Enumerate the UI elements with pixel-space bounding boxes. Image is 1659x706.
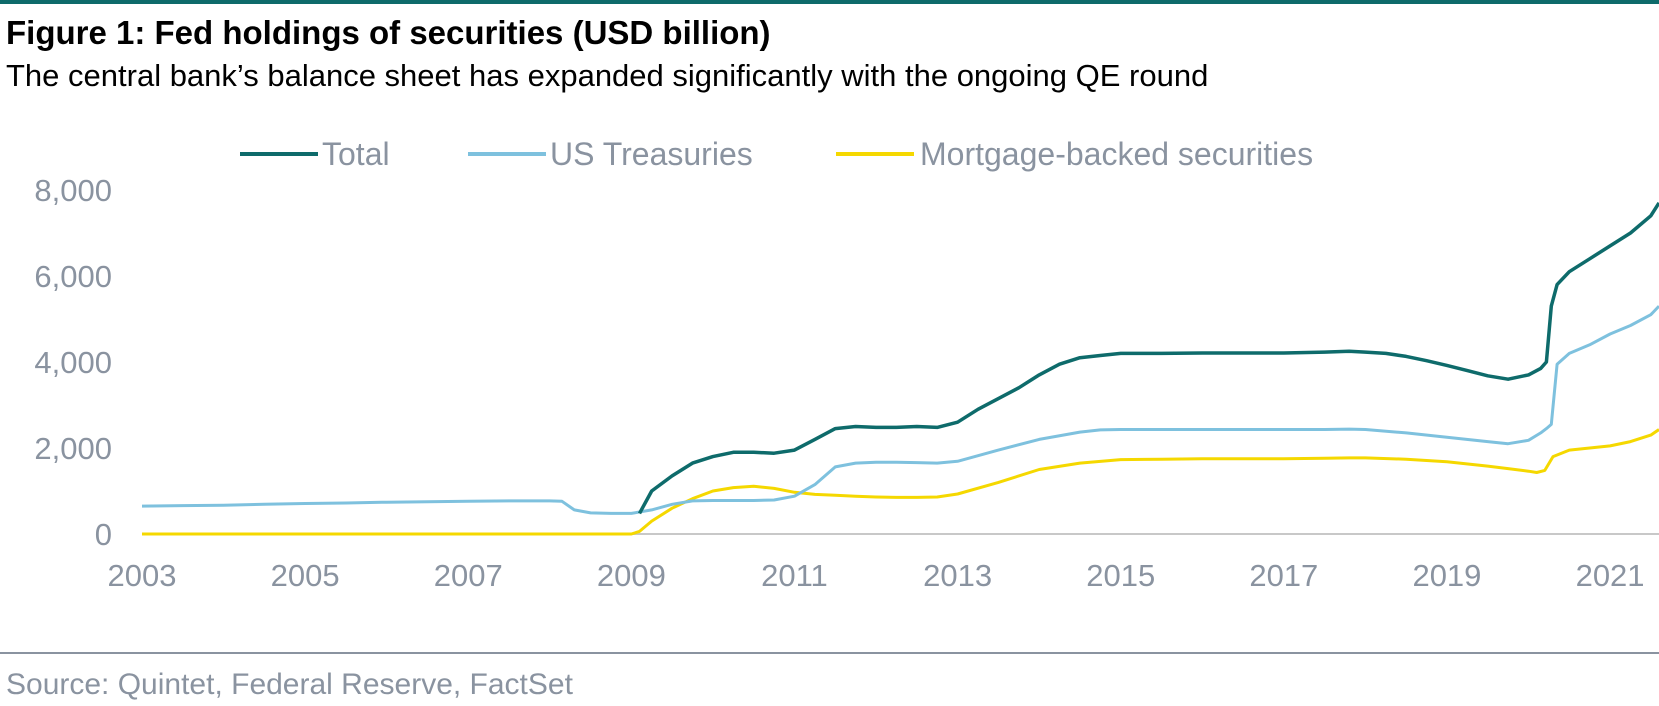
legend-label-treasuries: US Treasuries (550, 136, 753, 172)
x-tick-label: 2005 (271, 558, 340, 593)
legend-label-total: Total (322, 136, 390, 172)
y-axis: 0 2,000 4,000 6,000 8,000 (34, 173, 112, 552)
legend: Total US Treasuries Mortgage-backed secu… (240, 136, 1313, 172)
y-tick-label: 6,000 (34, 259, 112, 294)
x-tick-label: 2017 (1249, 558, 1318, 593)
x-tick-label: 2007 (434, 558, 503, 593)
x-tick-label: 2013 (923, 558, 992, 593)
x-tick-label: 2009 (597, 558, 666, 593)
top-accent-rule (0, 0, 1659, 4)
x-tick-label: 2003 (108, 558, 177, 593)
x-tick-label: 2021 (1576, 558, 1645, 593)
bottom-rule (0, 652, 1659, 654)
source-note: Source: Quintet, Federal Reserve, FactSe… (6, 668, 573, 701)
y-tick-label: 4,000 (34, 345, 112, 380)
figure-subtitle: The central bank’s balance sheet has exp… (6, 58, 1209, 93)
x-axis: 2003 2005 2007 2009 2011 2013 2015 2017 … (108, 558, 1645, 593)
figure-title: Figure 1: Fed holdings of securities (US… (6, 14, 771, 51)
series-line-total (637, 201, 1659, 515)
series-line-mbs (142, 428, 1659, 536)
x-tick-label: 2015 (1086, 558, 1155, 593)
line-chart: Total US Treasuries Mortgage-backed secu… (34, 136, 1659, 593)
y-tick-label: 2,000 (34, 431, 112, 466)
x-tick-label: 2011 (761, 558, 828, 593)
y-tick-label: 8,000 (34, 173, 112, 208)
x-tick-label: 2019 (1412, 558, 1481, 593)
y-tick-label: 0 (95, 517, 112, 552)
plot-lines (141, 201, 1659, 536)
series-line-treasuries (141, 305, 1659, 515)
legend-label-mbs: Mortgage-backed securities (920, 136, 1313, 172)
